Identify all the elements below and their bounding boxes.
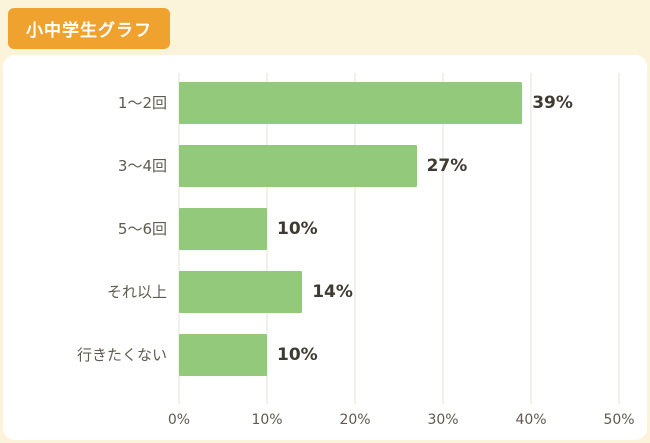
x-tick-label: 40% (515, 412, 547, 428)
x-tick-label: 20% (339, 412, 371, 428)
value-label: 39% (532, 92, 573, 113)
gridline (354, 73, 356, 404)
gridline (442, 73, 444, 404)
chart-row: 5〜6回 10% (21, 197, 619, 260)
bar-cell: 14% (179, 260, 619, 323)
value-label: 10% (277, 344, 318, 365)
bar (179, 207, 267, 250)
gridline (618, 73, 620, 404)
bar (179, 144, 417, 187)
bar (179, 270, 303, 313)
bar-cell: 27% (179, 134, 619, 197)
bar-cell: 10% (179, 323, 619, 386)
x-tick-label: 50% (603, 412, 635, 428)
x-tick-label: 10% (251, 412, 283, 428)
category-label: 1〜2回 (117, 94, 167, 112)
gridline (266, 73, 268, 404)
chart-panel: 1〜2回 39% 3〜4回 27% 5〜6回 10% それ以上 14% 行きたくない 10% 0%… (3, 55, 647, 440)
page-title: 小中学生グラフ (26, 21, 152, 41)
x-tick-label: 30% (427, 412, 459, 428)
value-label: 27% (426, 155, 468, 176)
chart-title-banner: 小中学生グラフ (8, 8, 170, 49)
bar-cell: 10% (179, 197, 619, 260)
bar-cell: 39% (179, 71, 619, 134)
category-label: それ以上 (106, 283, 167, 301)
gridline (530, 73, 532, 404)
chart-row: それ以上 14% (21, 260, 619, 323)
value-label: 10% (277, 218, 318, 239)
chart-row: 3〜4回 27% (21, 134, 619, 197)
category-label: 行きたくない (76, 346, 167, 364)
bar-chart: 1〜2回 39% 3〜4回 27% 5〜6回 10% それ以上 14% 行きたくない 10% 0%… (21, 71, 635, 432)
x-axis: 0% 10% 20% 30% 40% 50% (168, 406, 635, 432)
chart-row: 行きたくない 10% (21, 323, 619, 386)
bar (179, 333, 267, 376)
bar (179, 81, 523, 124)
value-label: 14% (312, 281, 353, 302)
chart-rows: 1〜2回 39% 3〜4回 27% 5〜6回 10% それ以上 14% 行きたくない 10% (21, 71, 619, 386)
category-label: 5〜6回 (117, 220, 167, 238)
category-label: 3〜4回 (117, 157, 167, 175)
x-tick-label: 0% (167, 412, 191, 428)
chart-row: 1〜2回 39% (21, 71, 619, 134)
